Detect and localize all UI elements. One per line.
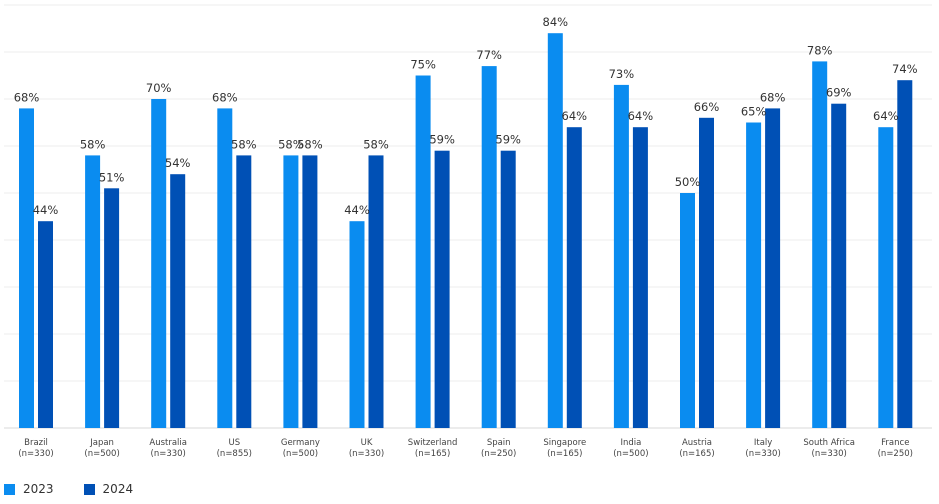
value-label-2023: 84% xyxy=(543,15,569,29)
bar-2023-australia xyxy=(151,99,167,428)
category-sample-size: (n=250) xyxy=(481,449,516,459)
value-label-2023: 75% xyxy=(410,58,436,72)
value-label-2024: 59% xyxy=(429,133,455,147)
bar-2023-spain xyxy=(481,66,497,428)
value-label-2023: 50% xyxy=(675,175,701,189)
legend-label-2023: 2023 xyxy=(23,482,54,496)
category-label: South Africa xyxy=(803,438,855,448)
bar-2023-italy xyxy=(746,122,762,428)
value-label-2024: 64% xyxy=(628,109,654,123)
category-sample-size: (n=330) xyxy=(812,449,847,459)
value-label-2023: 68% xyxy=(14,90,40,104)
category-sample-size: (n=250) xyxy=(878,449,913,459)
category-label: Brazil xyxy=(24,438,48,448)
bar-2024-germany xyxy=(302,155,318,428)
bar-2024-singapore xyxy=(566,127,582,428)
bar-2023-india xyxy=(613,84,629,429)
bar-2024-india xyxy=(632,127,648,428)
value-label-2024: 69% xyxy=(826,86,852,100)
bar-2024-us xyxy=(236,155,252,428)
category-label: Italy xyxy=(754,438,772,448)
value-label-2023: 44% xyxy=(344,203,370,217)
category-label: UK xyxy=(361,438,373,448)
bars xyxy=(19,33,913,429)
bar-2024-france xyxy=(897,80,913,428)
category-label: Japan xyxy=(89,438,114,448)
bar-2024-spain xyxy=(500,150,516,428)
value-label-2024: 66% xyxy=(694,100,720,114)
category-sample-size: (n=330) xyxy=(349,449,384,459)
category-label: Spain xyxy=(487,438,511,448)
value-label-2024: 54% xyxy=(165,156,191,170)
bar-2023-austria xyxy=(680,193,695,428)
value-label-2023: 58% xyxy=(80,137,106,151)
value-label-2024: 58% xyxy=(297,137,323,151)
bar-2024-brazil xyxy=(38,221,53,428)
value-label-2023: 77% xyxy=(476,48,502,62)
value-label-2023: 70% xyxy=(146,81,172,95)
bar-2023-us xyxy=(217,108,233,429)
category-label: US xyxy=(228,438,240,448)
bar-2023-uk xyxy=(349,221,365,428)
category-label: Germany xyxy=(281,438,320,448)
value-label-2024: 51% xyxy=(99,170,125,184)
category-labels: Brazil(n=330)Japan(n=500)Australia(n=330… xyxy=(18,438,913,459)
value-label-2023: 68% xyxy=(212,90,238,104)
bar-2024-austria xyxy=(699,117,714,429)
value-label-2023: 73% xyxy=(609,67,635,81)
bar-2023-france xyxy=(878,127,894,428)
bar-2024-south-africa xyxy=(831,103,847,428)
bar-2024-japan xyxy=(104,188,120,428)
category-sample-size: (n=165) xyxy=(547,449,582,459)
gridlines xyxy=(4,4,932,429)
category-sample-size: (n=330) xyxy=(745,449,780,459)
category-label: Switzerland xyxy=(408,438,458,448)
value-label-2024: 58% xyxy=(363,137,389,151)
value-label-2023: 58% xyxy=(278,137,304,151)
value-label-2023: 78% xyxy=(807,43,833,57)
bar-2024-italy xyxy=(765,108,781,429)
category-label: India xyxy=(620,438,641,448)
category-sample-size: (n=330) xyxy=(151,449,186,459)
value-label-2024: 68% xyxy=(760,90,786,104)
value-label-2023: 65% xyxy=(741,105,767,119)
category-sample-size: (n=855) xyxy=(217,449,252,459)
bar-2024-australia xyxy=(170,174,186,428)
legend-swatch-2023 xyxy=(4,483,15,495)
category-label: Singapore xyxy=(543,438,586,448)
value-labels: 68%44%58%51%70%54%68%58% 58%58%44%58%75%5… xyxy=(14,15,918,217)
value-label-2024: 44% xyxy=(33,203,59,217)
category-sample-size: (n=500) xyxy=(613,449,648,459)
legend: 2023 2024 xyxy=(4,482,133,496)
bar-2023-switzerland xyxy=(415,75,431,428)
category-sample-size: (n=165) xyxy=(415,449,450,459)
bar-2023-japan xyxy=(85,155,101,428)
bar-2023-south-africa xyxy=(812,61,828,429)
category-sample-size: (n=500) xyxy=(84,449,119,459)
legend-item-2023: 2023 xyxy=(4,482,54,496)
bar-2023-germany xyxy=(283,155,299,428)
category-label: Australia xyxy=(149,438,187,448)
category-label: Austria xyxy=(682,438,712,448)
bar-2023-singapore xyxy=(547,33,563,428)
category-sample-size: (n=500) xyxy=(283,449,318,459)
value-label-2023: 64% xyxy=(873,109,899,123)
bar-2024-uk xyxy=(368,155,384,428)
category-label: France xyxy=(881,438,909,448)
value-label-2024: 74% xyxy=(892,62,918,76)
category-sample-size: (n=165) xyxy=(679,449,714,459)
value-label-2024: 64% xyxy=(562,109,588,123)
legend-item-2024: 2024 xyxy=(83,482,134,496)
bar-2023-brazil xyxy=(19,108,34,429)
category-sample-size: (n=330) xyxy=(18,449,53,459)
bar-2024-switzerland xyxy=(434,150,450,428)
legend-label-2024: 2024 xyxy=(102,482,134,496)
legend-swatch-2024 xyxy=(83,483,95,495)
value-label-2024: 58% xyxy=(231,137,257,151)
value-label-2024: 59% xyxy=(495,133,521,147)
